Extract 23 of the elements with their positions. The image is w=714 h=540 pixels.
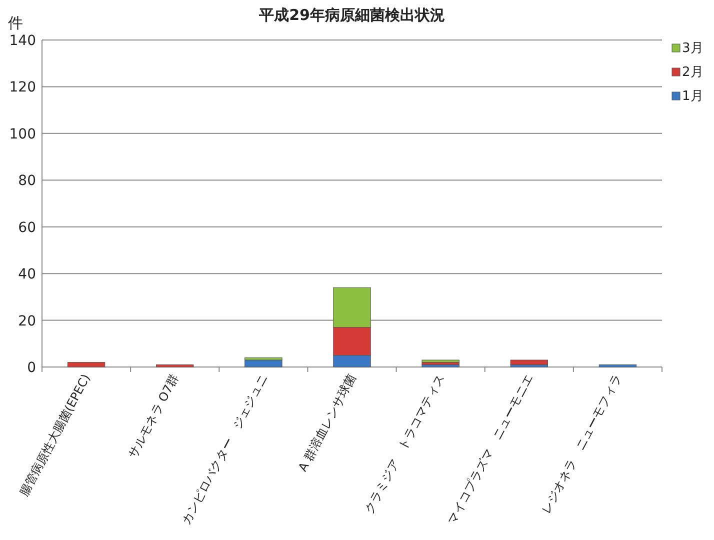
bar [510, 360, 548, 365]
y-tick-label: 120 [9, 80, 36, 96]
bar [598, 364, 637, 368]
y-tick-label: 140 [9, 33, 36, 49]
y-axis-title: 件 [8, 14, 23, 32]
x-tick-label: マイコプラズマ ニューモニエ [444, 372, 536, 527]
x-tick-label: A 群溶血レンサ球菌 [296, 372, 359, 474]
y-tick-label: 0 [27, 360, 36, 376]
bar [422, 360, 460, 363]
y-tick-label: 60 [18, 220, 36, 236]
bar [244, 360, 282, 368]
x-tick-label: クラミジア トラコマティス [362, 372, 448, 516]
legend-label: 1月 [682, 89, 704, 104]
legend-label: 2月 [682, 65, 704, 80]
bar [156, 364, 194, 368]
y-tick-label: 20 [18, 313, 36, 330]
y-tick-label: 80 [18, 173, 36, 190]
chart-title: 平成29年病原細菌検出状況 [258, 6, 445, 24]
x-tick-label: レジオネラ ニューモフィラ [538, 372, 624, 516]
y-tick-label: 40 [18, 266, 36, 283]
bar [67, 362, 106, 368]
legend-label: 3月 [682, 41, 704, 56]
y-tick-label: 100 [9, 126, 36, 142]
